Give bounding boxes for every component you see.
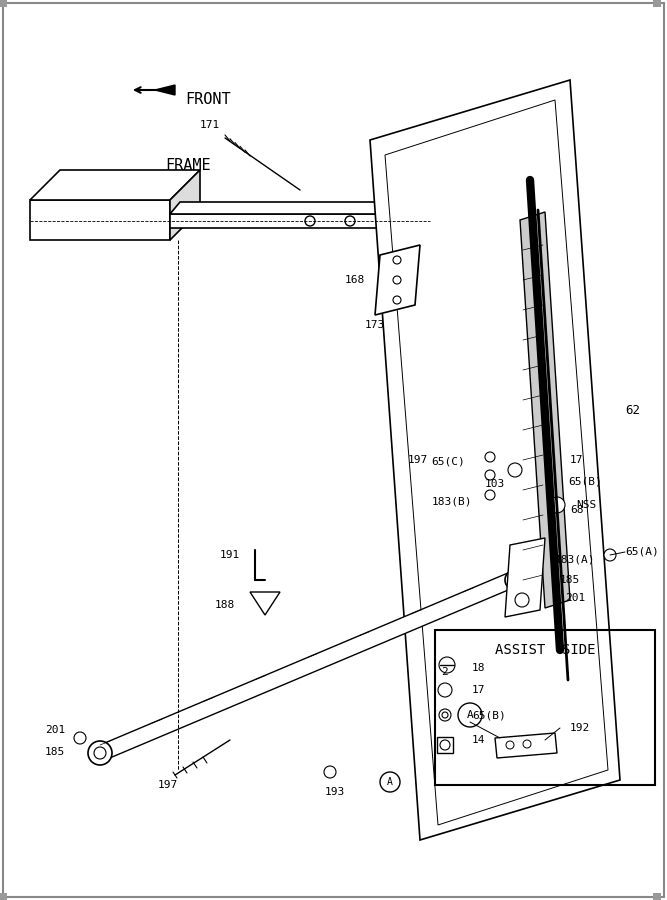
Text: 183(A): 183(A) [555,555,596,565]
Text: 18: 18 [472,663,486,673]
Text: 193: 193 [325,787,345,797]
Circle shape [506,741,514,749]
Bar [0,0,7,7]
Circle shape [74,732,86,744]
Polygon shape [385,100,608,825]
Polygon shape [30,170,200,200]
Polygon shape [250,592,280,615]
Text: 65(B): 65(B) [472,710,506,720]
Text: 183(B): 183(B) [432,497,472,507]
Text: A: A [467,710,474,720]
Bar [653,893,661,900]
Circle shape [505,570,525,590]
Circle shape [485,490,495,500]
Text: 173: 173 [365,320,385,330]
Polygon shape [375,245,420,315]
Text: 62: 62 [625,403,640,417]
Circle shape [439,709,451,721]
Text: 185: 185 [560,575,580,585]
Text: FRAME: FRAME [165,158,211,173]
Circle shape [439,657,455,673]
Text: 17: 17 [570,455,584,465]
Circle shape [393,296,401,304]
Text: 171: 171 [199,120,220,130]
Circle shape [523,740,531,748]
Text: 168: 168 [345,275,365,285]
Text: 14: 14 [472,735,486,745]
Circle shape [345,216,355,226]
Circle shape [549,497,565,513]
Polygon shape [170,214,430,228]
Text: 65(B): 65(B) [568,477,602,487]
Text: 191: 191 [219,550,240,560]
Circle shape [88,741,112,765]
Circle shape [94,747,106,759]
Text: A: A [387,777,393,787]
Circle shape [393,256,401,264]
Bar [435,630,655,785]
Polygon shape [505,538,545,617]
Circle shape [440,740,450,750]
Text: 68: 68 [570,505,584,515]
Circle shape [515,593,529,607]
Circle shape [380,772,400,792]
Polygon shape [155,85,175,95]
Circle shape [508,463,522,477]
Circle shape [438,683,452,697]
Text: 197: 197 [408,455,428,465]
Text: 185: 185 [45,747,65,757]
Bar [0,893,7,900]
Polygon shape [370,80,620,840]
Text: FRONT: FRONT [185,93,231,107]
Text: 2: 2 [442,667,448,677]
Text: NSS: NSS [576,500,596,510]
Polygon shape [100,570,520,760]
Circle shape [485,470,495,480]
Bar [653,0,661,7]
Text: 197: 197 [158,780,178,790]
Polygon shape [170,170,200,240]
Polygon shape [170,202,440,214]
Circle shape [393,276,401,284]
Polygon shape [437,737,453,753]
Text: 17: 17 [472,685,486,695]
Polygon shape [30,200,170,240]
Circle shape [305,216,315,226]
Text: 192: 192 [570,723,590,733]
Circle shape [324,766,336,778]
Polygon shape [495,733,557,758]
Polygon shape [520,212,570,608]
Text: 65(A): 65(A) [625,547,659,557]
Text: ASSIST  SIDE: ASSIST SIDE [495,643,595,657]
Circle shape [442,712,448,718]
Text: 188: 188 [215,600,235,610]
Text: 65(C): 65(C) [432,457,465,467]
Circle shape [485,452,495,462]
Text: 103: 103 [485,479,505,489]
Circle shape [458,703,482,727]
Text: 201: 201 [45,725,65,735]
Circle shape [604,549,616,561]
Text: 201: 201 [565,593,585,603]
